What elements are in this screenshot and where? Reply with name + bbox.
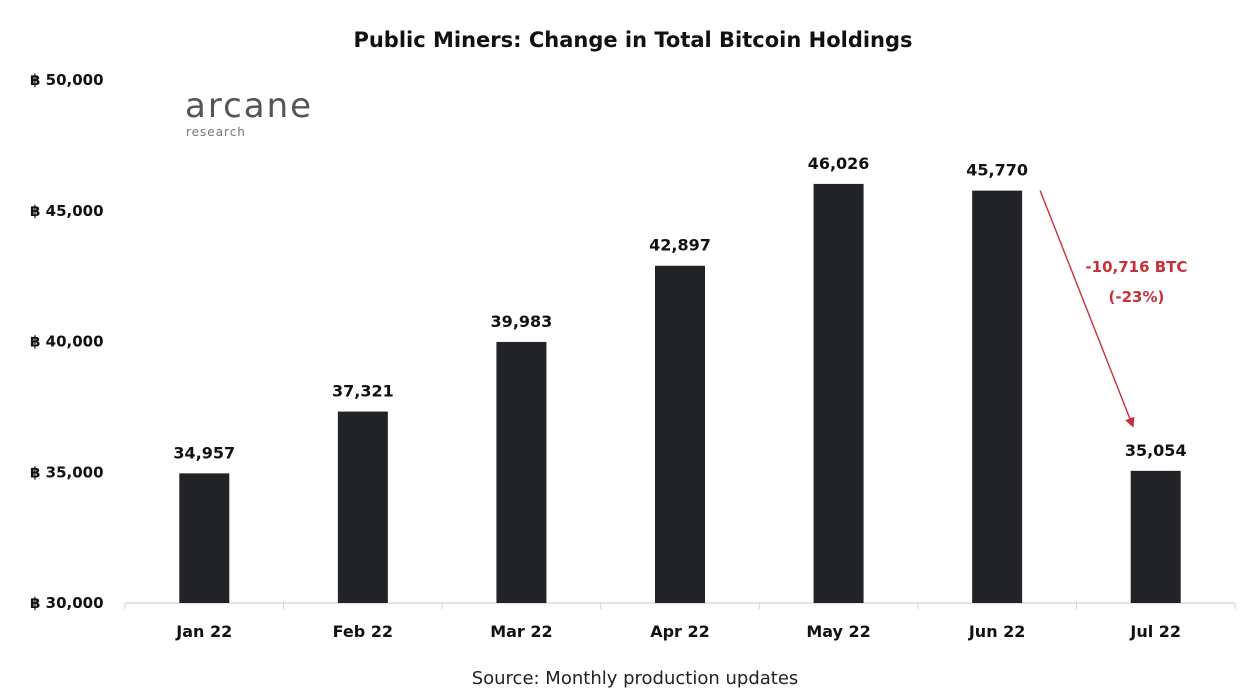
bar (972, 190, 1023, 603)
change-arrow (1039, 190, 1135, 428)
x-axis: Jan 22 Feb 22 Mar 22 Apr 22 May 22 Jun 22 Jul … (124, 602, 1236, 641)
change-annotation: -10,716 BTC (-23%) (1039, 190, 1187, 428)
bar (1130, 470, 1181, 603)
x-tick-label: Jul 22 (1129, 622, 1181, 641)
value-labels: 34,957 37,321 39,983 42,897 46,026 45,770 35,0… (173, 154, 1186, 462)
change-annotation-pct: (-23%) (1109, 288, 1165, 306)
x-tick-label: May 22 (806, 622, 871, 641)
bar (179, 473, 230, 603)
x-tick-label: Feb 22 (333, 622, 393, 641)
x-tick-label: Apr 22 (650, 622, 710, 641)
bar (655, 265, 705, 603)
data-label: 35,054 (1125, 441, 1187, 460)
data-label: 37,321 (332, 382, 394, 401)
data-label: 45,770 (966, 161, 1028, 180)
y-tick-label: ฿ 50,000 (30, 71, 104, 89)
x-tick-label: Jan 22 (175, 622, 232, 641)
y-tick-label: ฿ 40,000 (30, 333, 104, 351)
logo: arcane research (185, 86, 313, 139)
logo-name: arcane (185, 86, 313, 126)
bar (496, 341, 547, 603)
y-tick-label: ฿ 45,000 (30, 202, 104, 220)
bar (337, 411, 388, 603)
bars (179, 183, 1181, 603)
data-label: 39,983 (491, 312, 553, 331)
change-annotation-btc: -10,716 BTC (1085, 258, 1187, 276)
x-tick-label: Mar 22 (490, 622, 552, 641)
logo-sub: research (186, 125, 246, 139)
y-tick-label: ฿ 30,000 (30, 594, 104, 612)
source-note: Source: Monthly production updates (472, 668, 799, 689)
x-tick-label: Jun 22 (968, 622, 1026, 641)
data-label: 34,957 (173, 443, 235, 462)
data-label: 42,897 (649, 236, 711, 255)
data-label: 46,026 (808, 154, 870, 173)
chart-title: Public Miners: Change in Total Bitcoin H… (353, 28, 912, 52)
y-axis: ฿ 30,000 ฿ 35,000 ฿ 40,000 ฿ 45,000 ฿ 50,000 (30, 71, 104, 612)
bar (813, 183, 864, 603)
y-tick-label: ฿ 35,000 (30, 463, 104, 481)
